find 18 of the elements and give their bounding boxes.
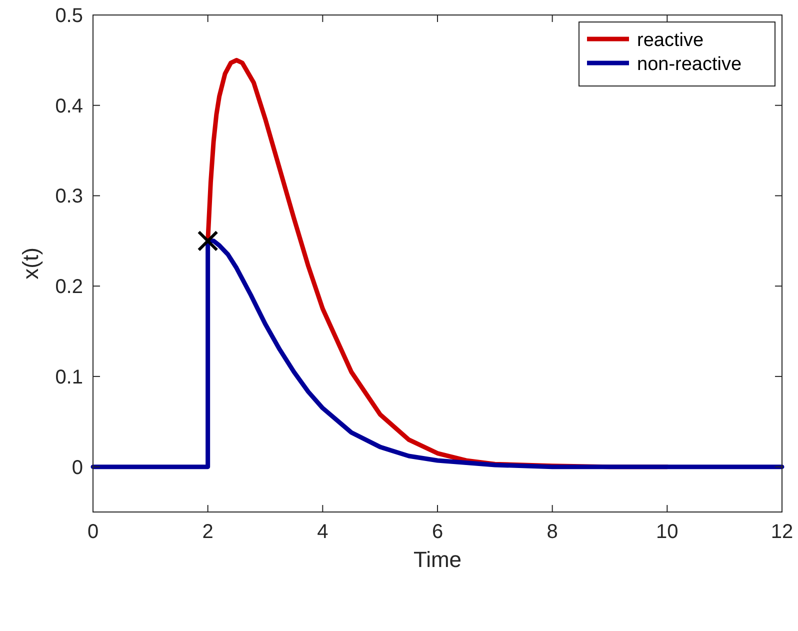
y-tick-label: 0.5 <box>55 5 83 27</box>
x-tick-label: 2 <box>202 521 214 543</box>
y-tick-label: 0.3 <box>55 186 83 208</box>
y-tick-label: 0.4 <box>55 95 83 118</box>
x-tick-label: 4 <box>317 521 328 543</box>
y-tick-label: 0 <box>72 456 83 479</box>
x-axis-title: Time <box>413 547 462 572</box>
x-tick-label: 10 <box>656 521 678 543</box>
line-series <box>90 238 784 470</box>
x-tick-label: 0 <box>87 521 99 543</box>
x-tick-label: 6 <box>432 521 444 543</box>
legend-label: non-reactive <box>637 54 742 75</box>
y-tick-label: 0.2 <box>55 276 83 298</box>
x-tick-label: 12 <box>770 521 794 543</box>
legend-label: reactive <box>637 30 704 51</box>
x-tick-label: 8 <box>546 521 558 543</box>
y-tick-label: 0.1 <box>55 366 83 388</box>
y-axis-title: x(t) <box>18 248 43 280</box>
